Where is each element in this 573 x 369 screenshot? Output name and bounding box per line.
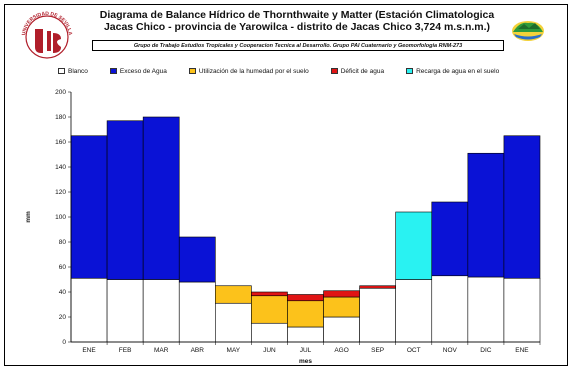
y-tick-label: 100 — [55, 214, 66, 221]
x-tick-label: MAR — [154, 347, 169, 354]
y-tick-label: 20 — [59, 314, 67, 321]
x-tick-label: ENE — [515, 347, 529, 354]
bar-blanco — [215, 302, 252, 343]
bar-blanco — [70, 277, 108, 343]
legend-label: Recarga de agua en el suelo — [416, 67, 500, 75]
y-tick-label: 200 — [55, 89, 66, 96]
bar-exceso-de-agua — [467, 152, 505, 278]
bar-exceso-de-agua — [178, 236, 216, 283]
legend-item-blanco: Blanco — [58, 68, 88, 75]
bar-blanco — [503, 277, 541, 343]
bar-blanco — [251, 322, 288, 343]
legend-item-utilizacion-de-la-humedad-por-el-suelo: Utilización de la humedad por el suelo — [188, 67, 309, 75]
bar-blanco — [142, 279, 180, 343]
bar-exceso-de-agua — [106, 120, 144, 280]
x-tick-label: OCT — [407, 347, 421, 354]
y-tick-label: 180 — [55, 114, 66, 121]
bar-deficit-de-agua — [359, 285, 396, 289]
bar-blanco — [323, 316, 360, 343]
x-tick-label: JUN — [263, 347, 276, 354]
x-tick-label: AGO — [334, 347, 348, 354]
legend-item-deficit-de-agua: Déficit de agua — [330, 67, 385, 75]
bar-utilizacion-de-la-humedad-por-el-suelo — [287, 300, 324, 328]
legend-swatch — [188, 68, 196, 74]
y-tick-label: 80 — [59, 239, 67, 246]
legend-swatch — [58, 68, 65, 74]
legend-item-recarga-de-agua-en-el-suelo: Recarga de agua en el suelo — [406, 68, 499, 75]
bar-blanco — [178, 281, 216, 343]
bar-exceso-de-agua — [70, 135, 108, 279]
bar-utilizacion-de-la-humedad-por-el-suelo — [251, 295, 288, 324]
y-tick-label: 0 — [62, 339, 66, 346]
x-tick-label: ABR — [191, 347, 205, 354]
x-tick-label: DIC — [480, 347, 492, 354]
bar-exceso-de-agua — [431, 201, 469, 277]
bar-deficit-de-agua — [287, 294, 324, 302]
x-axis-title: mes — [299, 358, 312, 365]
bar-blanco — [287, 326, 324, 343]
bar-deficit-de-agua — [251, 291, 288, 297]
legend-swatch — [109, 68, 117, 74]
bar-exceso-de-agua — [142, 116, 180, 280]
chart-title: Diagrama de Balance Hídrico de Thornthwa… — [99, 9, 495, 33]
y-tick-label: 120 — [55, 189, 66, 196]
legend-item-exceso-de-agua: Exceso de Agua — [109, 67, 167, 75]
bar-utilizacion-de-la-humedad-por-el-suelo — [323, 296, 360, 318]
x-tick-label: NOV — [443, 347, 458, 354]
university-seal-logo: UNIVERSIDAD DE SEVILLA — [21, 11, 73, 59]
legend-swatch — [330, 68, 338, 74]
bar-blanco — [431, 275, 469, 343]
bar-deficit-de-agua — [323, 290, 360, 298]
bar-exceso-de-agua — [503, 135, 541, 279]
bar-recarga-de-agua-en-el-suelo — [395, 211, 433, 280]
bar-blanco — [467, 276, 505, 343]
x-tick-label: FEB — [119, 347, 132, 354]
legend-label: Exceso de Agua — [119, 67, 167, 75]
legend: Blanco Exceso de Agua Utilización de la hu… — [58, 66, 521, 76]
legend-label: Blanco — [68, 67, 88, 75]
x-tick-label: SEP — [371, 347, 384, 354]
legend-swatch — [406, 68, 414, 74]
x-tick-label: JUL — [300, 347, 312, 354]
legend-label: Déficit de agua — [340, 67, 385, 75]
bar-utilizacion-de-la-humedad-por-el-suelo — [215, 285, 252, 304]
y-tick-label: 60 — [59, 264, 67, 271]
y-tick-label: 160 — [55, 139, 66, 146]
institution-logo — [512, 21, 544, 41]
y-tick-label: 40 — [59, 289, 67, 296]
y-tick-label: 140 — [55, 164, 66, 171]
bar-blanco — [106, 279, 144, 343]
y-axis-title: mm — [25, 211, 32, 223]
x-tick-label: MAY — [227, 347, 241, 354]
x-tick-label: ENE — [82, 347, 96, 354]
legend-label: Utilización de la humedad por el suelo — [198, 67, 309, 75]
bar-blanco — [395, 279, 433, 343]
bar-blanco — [359, 287, 396, 343]
chart-subtitle: Grupo de Trabajo Estudios Tropicales y C… — [92, 40, 504, 51]
